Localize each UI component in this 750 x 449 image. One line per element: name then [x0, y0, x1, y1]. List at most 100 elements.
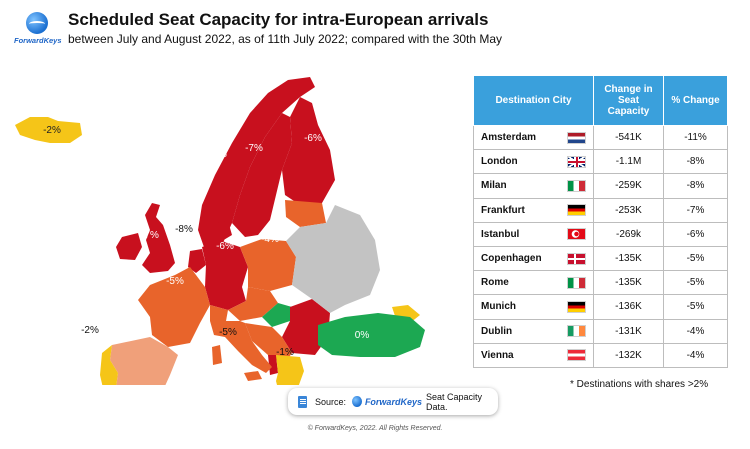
- europe-map: -2% -6% -7% -6% -7% -8% -6% -4% -5% -2% -3% -5% -1% 0…: [15, 77, 425, 385]
- city-cell: Amsterdam: [473, 124, 561, 151]
- change-cell: -541K: [593, 124, 664, 151]
- italy-flag-icon: [567, 179, 587, 192]
- change-cell: -253K: [593, 197, 664, 223]
- austria-flag-icon: [567, 349, 587, 362]
- city-cell: Copenhagen: [473, 245, 561, 272]
- city-cell: Munich: [473, 294, 561, 320]
- pct-cell: -5%: [663, 294, 728, 320]
- table-header-row: Destination City Change in Seat Capacity…: [473, 75, 728, 126]
- capacity-table: Destination City Change in Seat Capacity…: [473, 75, 728, 368]
- region-benelux: [188, 249, 206, 273]
- city-cell: Frankfurt: [473, 197, 561, 223]
- map-label: -1%: [276, 347, 294, 358]
- region-turkey: [318, 313, 425, 357]
- map-label: -8%: [175, 224, 193, 235]
- chart-subtitle: between July and August 2022, as of 11th…: [68, 32, 503, 46]
- region-denmark: [214, 221, 232, 241]
- table-row: Milan -259K -8%: [473, 173, 728, 199]
- pct-cell: -7%: [663, 197, 728, 223]
- region-baltics: [285, 200, 326, 227]
- map-label: -2%: [43, 125, 61, 136]
- denmark-flag-icon: [567, 252, 587, 265]
- destinations-note: * Destinations with shares >2%: [570, 379, 709, 390]
- region-germany: [202, 241, 248, 310]
- table-row: Dublin -131K -4%: [473, 318, 728, 344]
- source-box: Source: ForwardKeys Seat Capacity Data.: [288, 388, 498, 415]
- source-prefix: Source:: [315, 396, 347, 407]
- region-france: [138, 267, 210, 347]
- region-balkans: [245, 323, 292, 363]
- map-label: -7%: [245, 143, 263, 154]
- table-row: Frankfurt -253K -7%: [473, 197, 728, 223]
- region-hungary: [262, 303, 292, 327]
- change-cell: -136K: [593, 294, 664, 320]
- forwardkeys-logo: ForwardKeys: [14, 12, 62, 45]
- city-cell: Rome: [473, 270, 561, 296]
- city-cell: Dublin: [473, 318, 561, 344]
- region-iceland: [15, 117, 82, 143]
- city-cell: Vienna: [473, 342, 561, 368]
- ireland-flag-icon: [567, 325, 587, 338]
- region-greece: [276, 355, 304, 385]
- pct-cell: -6%: [663, 221, 728, 247]
- pct-cell: -11%: [663, 124, 728, 151]
- italy-flag-icon: [567, 276, 587, 289]
- region-spain: [110, 337, 178, 385]
- map-label: -6%: [216, 241, 234, 252]
- pct-cell: -4%: [663, 342, 728, 368]
- region-sicily: [244, 371, 262, 381]
- region-uk: [142, 203, 175, 273]
- city-cell: Milan: [473, 173, 561, 199]
- header-destination-city: Destination City: [473, 75, 594, 126]
- table-row: Istanbul -269k -6%: [473, 221, 728, 247]
- change-cell: -135K: [593, 270, 664, 296]
- region-central: [228, 287, 278, 321]
- pct-cell: -5%: [663, 270, 728, 296]
- region-portugal: [100, 345, 118, 385]
- city-cell: Istanbul: [473, 221, 561, 247]
- source-suffix: Seat Capacity Data.: [425, 391, 482, 412]
- region-east-grey: [286, 205, 380, 313]
- region-sardinia: [212, 345, 222, 365]
- document-icon: [298, 395, 307, 408]
- change-cell: -131K: [593, 318, 664, 344]
- map-label: -4%: [261, 234, 279, 245]
- region-italy: [210, 321, 272, 373]
- map-label: -7%: [141, 230, 159, 241]
- region-ireland: [116, 233, 142, 260]
- map-label: -3%: [131, 320, 149, 331]
- city-cell: London: [473, 149, 561, 175]
- chart-title: Scheduled Seat Capacity for intra-Europe…: [68, 10, 489, 29]
- pct-cell: -4%: [663, 318, 728, 344]
- map-label: 0%: [355, 330, 370, 341]
- germany-flag-icon: [567, 204, 587, 217]
- change-cell: -1.1M: [593, 149, 664, 175]
- table-row: Munich -136K -5%: [473, 294, 728, 320]
- map-label: -5%: [219, 327, 237, 338]
- map-label: -6%: [209, 149, 227, 160]
- map-label: -2%: [81, 325, 99, 336]
- uk-flag-icon: [567, 155, 587, 168]
- pct-cell: -5%: [663, 245, 728, 272]
- region-norway: [198, 77, 315, 250]
- change-cell: -135K: [593, 245, 664, 272]
- region-sweden: [232, 113, 292, 237]
- copyright: © ForwardKeys, 2022. All Rights Reserved…: [307, 425, 443, 432]
- region-poland: [240, 239, 296, 291]
- header-pct-change: % Change: [663, 75, 728, 126]
- globe-icon: [352, 396, 362, 407]
- region-switzerland: [210, 305, 228, 321]
- change-cell: -269k: [593, 221, 664, 247]
- netherlands-flag-icon: [567, 131, 587, 144]
- map-label: -5%: [166, 276, 184, 287]
- change-cell: -132K: [593, 342, 664, 368]
- table-row: London -1.1M -8%: [473, 149, 728, 175]
- region-finland: [282, 97, 335, 205]
- germany-flag-icon: [567, 300, 587, 313]
- table-row: Vienna -132K -4%: [473, 342, 728, 368]
- map-label: -6%: [304, 133, 322, 144]
- globe-icon: [26, 12, 48, 34]
- pct-cell: -8%: [663, 173, 728, 199]
- change-cell: -259K: [593, 173, 664, 199]
- turkey-flag-icon: [567, 228, 587, 241]
